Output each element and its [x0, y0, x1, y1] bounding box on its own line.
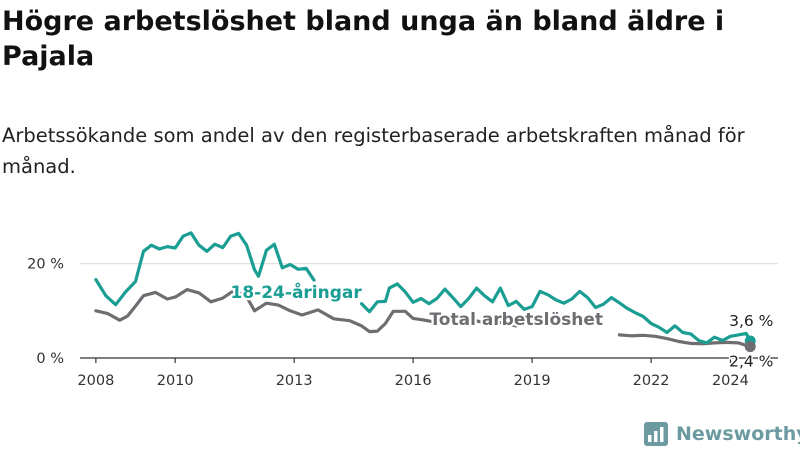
x-tick-label: 2019: [514, 373, 551, 389]
x-tick-label: 2008: [77, 373, 114, 389]
newsworthy-logo-icon: [644, 422, 668, 446]
x-tick-label: 2022: [633, 373, 670, 389]
series-label-youth: 18-24-åringar: [231, 281, 363, 303]
series-line-total: [94, 288, 752, 349]
chart-subtitle: Arbetssökande som andel av den registerb…: [2, 124, 745, 178]
end-value-label-total: 2,4 %: [729, 353, 773, 371]
y-tick-label: 20 %: [27, 257, 64, 273]
chart-title: Högre arbetslöshet bland unga än bland ä…: [2, 6, 725, 72]
x-tick-label: 2016: [395, 373, 432, 389]
end-point-total: [744, 341, 756, 353]
x-tick-label: 2024: [712, 373, 749, 389]
series-line-youth: [94, 231, 752, 345]
x-tick-label: 2010: [157, 373, 194, 389]
brand-name: Newsworthy: [676, 423, 800, 445]
end-value-label-youth: 3,6 %: [729, 312, 773, 330]
x-tick-label: 2013: [276, 373, 313, 389]
brand[interactable]: Newsworthy: [644, 419, 800, 449]
series-label-total: Total arbetslöshet: [429, 310, 603, 330]
y-tick-label: 0 %: [36, 351, 64, 367]
